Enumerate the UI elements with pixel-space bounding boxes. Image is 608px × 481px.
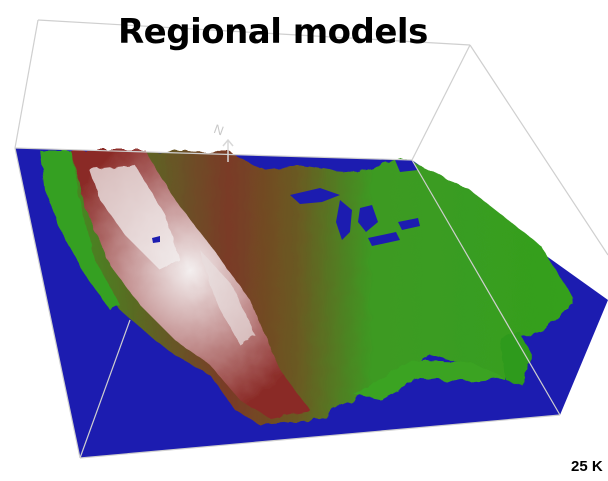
hudson-bay-edge bbox=[395, 160, 418, 172]
north-label: N bbox=[212, 121, 226, 138]
resolution-label: 25 K bbox=[571, 458, 603, 475]
bounding-box-front bbox=[14, 147, 561, 459]
continental-landmass bbox=[40, 150, 575, 425]
great-lakes bbox=[152, 188, 420, 246]
bounding-box-back bbox=[14, 19, 608, 256]
page-title: Regional models bbox=[118, 12, 428, 52]
